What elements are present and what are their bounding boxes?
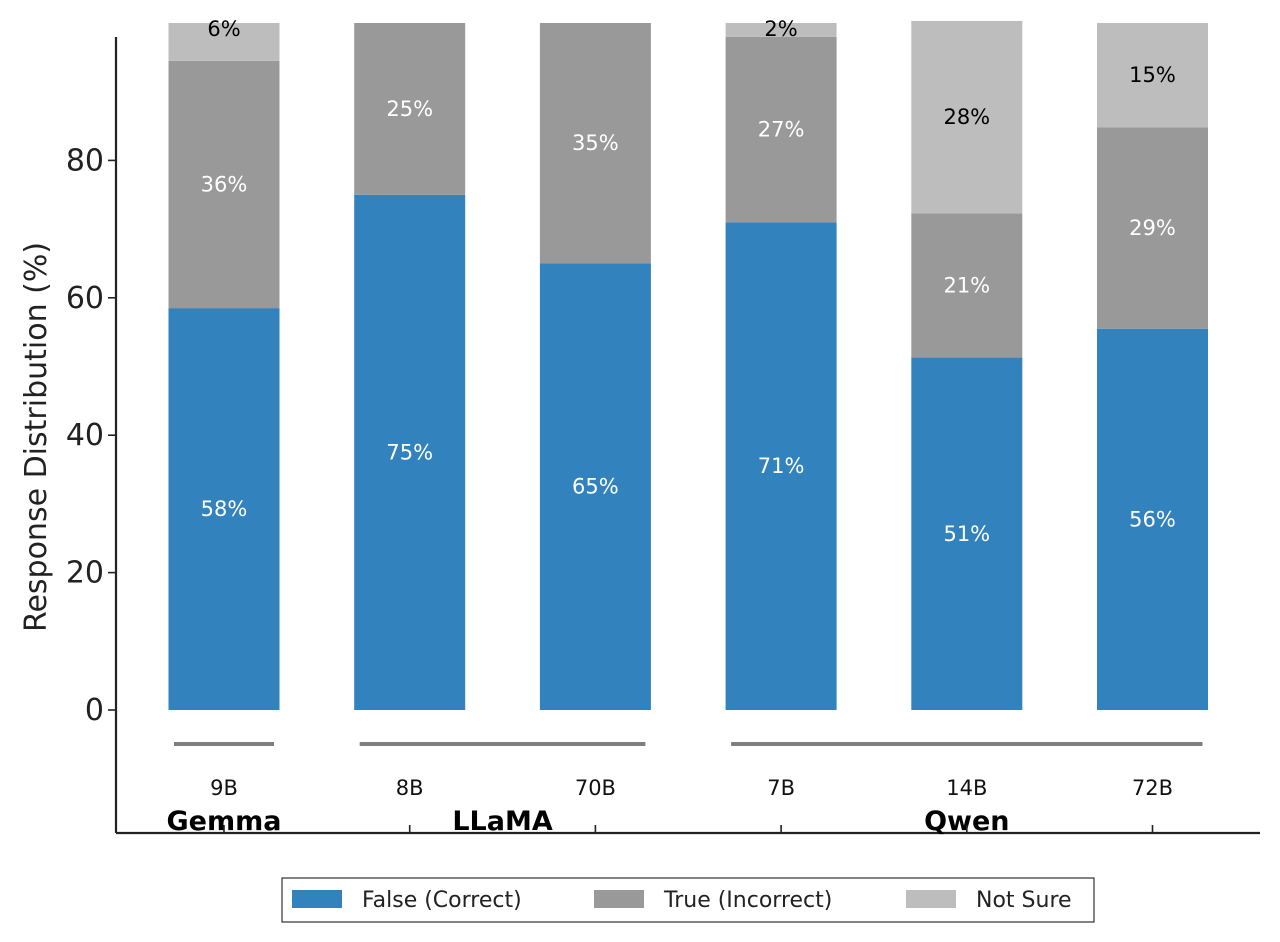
legend-frame: [281, 877, 1095, 923]
model-size-label: 14B: [946, 776, 987, 800]
data-label: 71%: [758, 454, 805, 478]
y-axis-label: Response Distribution (%): [19, 242, 54, 632]
data-label: 35%: [572, 131, 619, 155]
legend-label: False (Correct): [362, 888, 522, 913]
bar-segment: [911, 213, 1023, 358]
legend-swatch: [594, 890, 644, 908]
y-tick-label: 40: [66, 418, 104, 453]
model-size-label: 9B: [210, 776, 238, 800]
model-family-label: LLaMA: [452, 806, 552, 837]
legend-swatch: [292, 890, 342, 908]
legend-label: True (Incorrect): [663, 888, 832, 913]
bar-segment: [911, 357, 1023, 710]
data-label: 75%: [386, 440, 433, 464]
bar-segment: [168, 23, 280, 61]
bar-segment: [725, 23, 837, 37]
bar-segment: [1097, 23, 1208, 128]
legend: False (Correct) True (Incorrect) Not Sure: [281, 877, 1095, 923]
bar-segment: [539, 263, 651, 710]
model-size-label: 8B: [396, 776, 424, 800]
bar-segment: [168, 308, 280, 710]
bar-segment: [725, 222, 837, 711]
data-label: 36%: [201, 172, 248, 196]
bar-segment: [911, 20, 1023, 214]
data-label: 56%: [1129, 507, 1176, 531]
model-size-label: 7B: [767, 776, 795, 800]
y-tick-label: 80: [66, 143, 104, 178]
data-label: 51%: [943, 522, 990, 546]
legend-label: Not Sure: [976, 888, 1072, 913]
y-tick-label: 0: [85, 693, 104, 728]
data-label: 21%: [943, 273, 990, 297]
legend-swatch: [906, 890, 956, 908]
y-tick-label: 60: [66, 281, 104, 316]
model-size-label: 70B: [575, 776, 616, 800]
data-label: 6%: [207, 17, 240, 41]
data-label: 15%: [1129, 63, 1176, 87]
bar-segment: [539, 23, 651, 264]
bar-segment: [354, 23, 466, 195]
data-label: 28%: [943, 105, 990, 129]
bar-segment: [1097, 328, 1208, 710]
data-label: 29%: [1129, 216, 1176, 240]
data-label: 58%: [201, 497, 248, 521]
bar-segment: [1097, 127, 1208, 329]
y-tick-label: 20: [66, 556, 104, 591]
data-label: 27%: [758, 117, 805, 141]
bar-segment: [354, 194, 466, 710]
data-label: 65%: [572, 475, 619, 499]
bar-segment: [168, 60, 280, 309]
bar-segment: [725, 36, 837, 223]
data-label: 2%: [764, 17, 797, 41]
model-size-label: 72B: [1132, 776, 1173, 800]
data-label: 25%: [386, 97, 433, 121]
